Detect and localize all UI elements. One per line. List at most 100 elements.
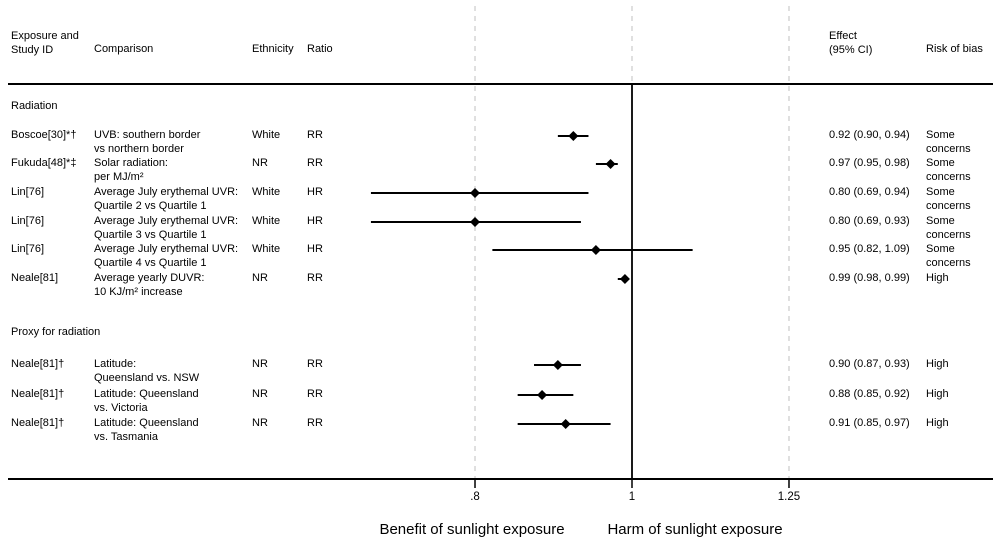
effect-ci-value: 0.91 (0.85, 0.97) bbox=[829, 417, 910, 429]
study-id: Neale[81] bbox=[11, 272, 59, 284]
effect-diamond bbox=[470, 188, 481, 198]
effect-diamond bbox=[619, 274, 630, 284]
comparison-line1: Average July erythemal UVR: bbox=[94, 243, 239, 255]
column-header-comparison: Comparison bbox=[94, 43, 154, 55]
risk-of-bias-value: High bbox=[926, 417, 949, 429]
comparison-line2: vs. Tasmania bbox=[94, 430, 158, 443]
comparison-line2: Quartile 2 vs Quartile 1 bbox=[94, 199, 207, 212]
effect-ci-value: 0.90 (0.87, 0.93) bbox=[829, 358, 910, 370]
effect-diamond bbox=[560, 419, 571, 429]
column-header-effect: Effect (95% CI) bbox=[829, 30, 872, 57]
comparison-line2: Quartile 3 vs Quartile 1 bbox=[94, 228, 207, 241]
column-header-ethnicity: Ethnicity bbox=[252, 43, 294, 55]
column-header-effect-line2: (95% CI) bbox=[829, 43, 873, 56]
comparison-line1: Solar radiation: bbox=[94, 157, 168, 169]
comparison-line2: per MJ/m² bbox=[94, 170, 144, 183]
ethnicity-value: White bbox=[252, 129, 281, 141]
ratio-type: HR bbox=[307, 186, 323, 198]
risk-of-bias-value: High bbox=[926, 272, 949, 284]
ratio-type: RR bbox=[307, 272, 323, 284]
ethnicity-value: NR bbox=[252, 417, 268, 429]
effect-ci-value: 0.95 (0.82, 1.09) bbox=[829, 243, 910, 255]
comparison-line1: Latitude: Queensland bbox=[94, 388, 199, 400]
comparison-text: UVB: southern border vs northern border bbox=[94, 129, 200, 156]
comparison-line1: Average July erythemal UVR: bbox=[94, 215, 239, 227]
comparison-text: Solar radiation: per MJ/m² bbox=[94, 157, 168, 184]
effect-ci-value: 0.80 (0.69, 0.94) bbox=[829, 186, 910, 198]
x-tick-label: 1 bbox=[628, 491, 636, 503]
comparison-line2: vs northern border bbox=[94, 142, 184, 155]
effect-ci-value: 0.80 (0.69, 0.93) bbox=[829, 215, 910, 227]
ethnicity-value: NR bbox=[252, 157, 268, 169]
risk-of-bias-value: Some concerns bbox=[926, 129, 971, 155]
ethnicity-value: White bbox=[252, 186, 281, 198]
study-id: Lin[76] bbox=[11, 243, 45, 255]
ethnicity-value: White bbox=[252, 215, 281, 227]
risk-of-bias-value: Some concerns bbox=[926, 157, 971, 183]
comparison-text: Average July erythemal UVR: Quartile 2 vs… bbox=[94, 186, 238, 213]
study-id: Lin[76] bbox=[11, 186, 45, 198]
effect-diamond bbox=[470, 217, 481, 227]
comparison-line1: Average yearly DUVR: bbox=[94, 272, 205, 284]
effect-ci-value: 0.99 (0.98, 0.99) bbox=[829, 272, 910, 284]
x-tick-label: .8 bbox=[470, 491, 480, 503]
ethnicity-value: NR bbox=[252, 388, 268, 400]
x-axis-caption-harm: Harm of sunlight exposure bbox=[607, 521, 783, 538]
effect-diamond bbox=[552, 360, 563, 370]
risk-of-bias-value: Some concerns bbox=[926, 243, 971, 269]
risk-of-bias-value: High bbox=[926, 358, 949, 370]
risk-of-bias-value: Some concerns bbox=[926, 186, 971, 212]
ratio-type: HR bbox=[307, 243, 323, 255]
ratio-type: RR bbox=[307, 157, 323, 169]
column-header-effect-line1: Effect bbox=[829, 30, 857, 42]
comparison-line2: 10 KJ/m² increase bbox=[94, 285, 183, 298]
comparison-line1: Latitude: Queensland bbox=[94, 417, 199, 429]
ratio-type: HR bbox=[307, 215, 323, 227]
study-id: Neale[81]† bbox=[11, 358, 65, 370]
effect-ci-value: 0.97 (0.95, 0.98) bbox=[829, 157, 910, 169]
column-header-exposure: Exposure and Study ID bbox=[11, 30, 79, 57]
comparison-line2: Quartile 4 vs Quartile 1 bbox=[94, 256, 207, 269]
column-header-exposure-line1: Exposure and bbox=[11, 30, 79, 42]
comparison-line1: UVB: southern border bbox=[94, 129, 201, 141]
section-label-proxy-for-radiation: Proxy for radiation bbox=[11, 326, 101, 338]
section-label-radiation: Radiation bbox=[11, 100, 58, 112]
x-axis-caption-benefit: Benefit of sunlight exposure bbox=[379, 521, 565, 538]
study-id: Neale[81]† bbox=[11, 388, 65, 400]
comparison-text: Latitude: Queensland vs. Victoria bbox=[94, 388, 199, 415]
ethnicity-value: NR bbox=[252, 358, 268, 370]
comparison-line1: Latitude: bbox=[94, 358, 137, 370]
comparison-line2: vs. Victoria bbox=[94, 401, 148, 414]
effect-diamond bbox=[537, 390, 548, 400]
study-id: Boscoe[30]*† bbox=[11, 129, 77, 141]
ratio-type: RR bbox=[307, 388, 323, 400]
comparison-text: Latitude: Queensland vs. NSW bbox=[94, 358, 199, 385]
study-id: Neale[81]† bbox=[11, 417, 65, 429]
comparison-text: Average July erythemal UVR: Quartile 4 vs… bbox=[94, 243, 238, 270]
effect-ci-value: 0.88 (0.85, 0.92) bbox=[829, 388, 910, 400]
risk-of-bias-value: High bbox=[926, 388, 949, 400]
comparison-text: Average yearly DUVR: 10 KJ/m² increase bbox=[94, 272, 204, 299]
effect-diamond bbox=[590, 245, 601, 255]
comparison-text: Average July erythemal UVR: Quartile 3 vs… bbox=[94, 215, 238, 242]
x-tick-label: 1.25 bbox=[777, 491, 801, 503]
ratio-type: RR bbox=[307, 417, 323, 429]
comparison-text: Latitude: Queensland vs. Tasmania bbox=[94, 417, 199, 444]
ratio-type: RR bbox=[307, 358, 323, 370]
ethnicity-value: NR bbox=[252, 272, 268, 284]
study-id: Fukuda[48]*‡ bbox=[11, 157, 77, 169]
risk-of-bias-value: Some concerns bbox=[926, 215, 971, 241]
ethnicity-value: White bbox=[252, 243, 281, 255]
effect-diamond bbox=[568, 131, 579, 141]
column-header-risk-of-bias: Risk of bias bbox=[926, 43, 983, 55]
effect-ci-value: 0.92 (0.90, 0.94) bbox=[829, 129, 910, 141]
ratio-type: RR bbox=[307, 129, 323, 141]
column-header-ratio: Ratio bbox=[307, 43, 333, 55]
study-id: Lin[76] bbox=[11, 215, 45, 227]
comparison-line1: Average July erythemal UVR: bbox=[94, 186, 239, 198]
comparison-line2: Queensland vs. NSW bbox=[94, 371, 200, 384]
effect-diamond bbox=[605, 159, 616, 169]
column-header-exposure-line2: Study ID bbox=[11, 43, 54, 56]
